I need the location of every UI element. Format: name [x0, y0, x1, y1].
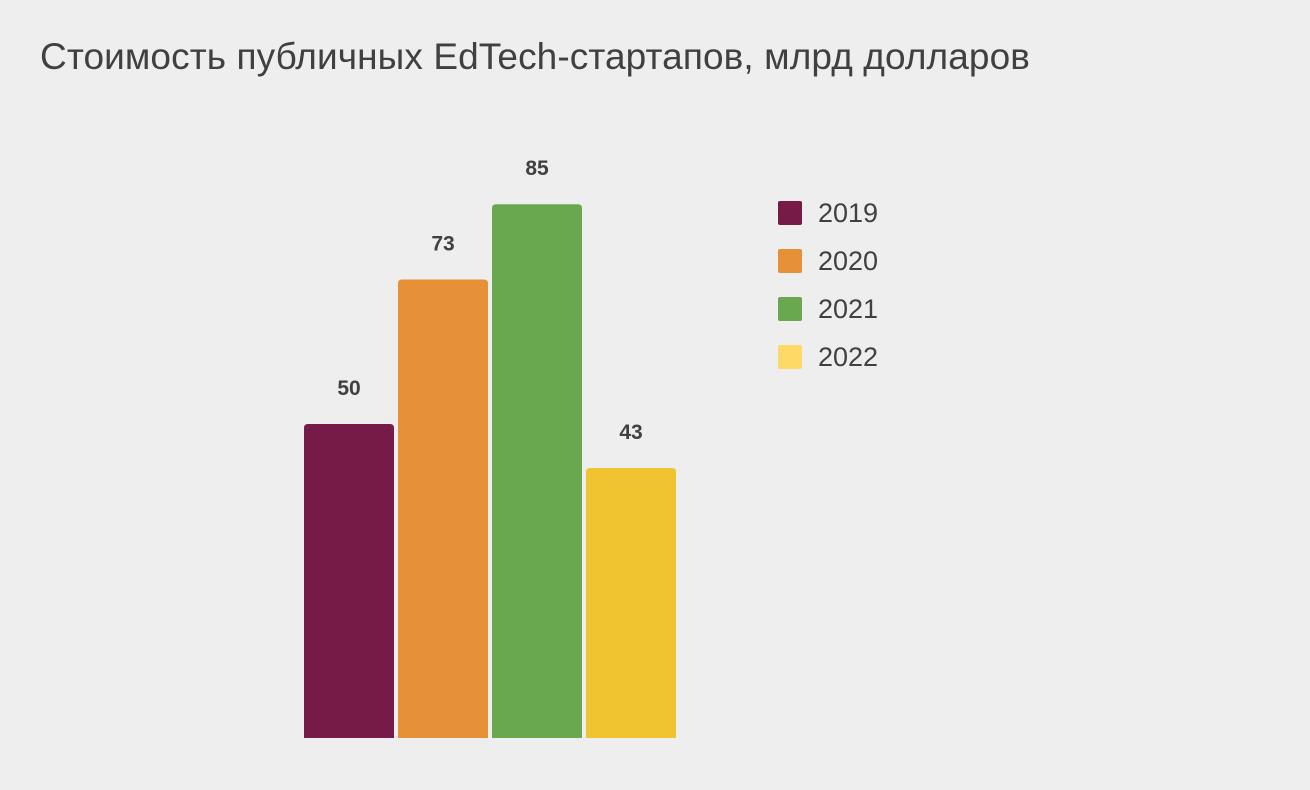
bar-value-label-2019: 50	[337, 377, 360, 400]
legend-swatch	[778, 201, 802, 225]
legend-swatch	[778, 249, 802, 273]
legend-label: 2021	[818, 294, 879, 324]
bar-value-label-2020: 73	[431, 233, 454, 256]
bar-2022	[586, 467, 676, 738]
legend-label: 2022	[818, 342, 879, 372]
legend-item-2021: 2021	[778, 292, 878, 340]
bar-value-label-2021: 85	[525, 157, 549, 180]
legend-label: 2020	[818, 246, 879, 276]
bar-2021	[492, 204, 582, 738]
legend-item-2019: 2019	[778, 196, 878, 244]
bar-2020	[398, 279, 488, 738]
bars-group	[304, 204, 676, 738]
bar-2019	[304, 424, 394, 738]
legend-label: 2019	[818, 198, 879, 228]
legend-item-2020: 2020	[778, 244, 878, 292]
legend-swatch	[778, 297, 802, 321]
chart-title: Стоимость публичных EdTech-стартапов, мл…	[40, 36, 1031, 77]
legend: 2019 2020 2021 2022	[778, 196, 878, 388]
bar-value-label-2022: 43	[619, 421, 642, 444]
legend-swatch	[778, 345, 802, 369]
bar-labels-group: 50 73 85 43	[337, 157, 642, 444]
legend-item-2022: 2022	[778, 340, 878, 388]
